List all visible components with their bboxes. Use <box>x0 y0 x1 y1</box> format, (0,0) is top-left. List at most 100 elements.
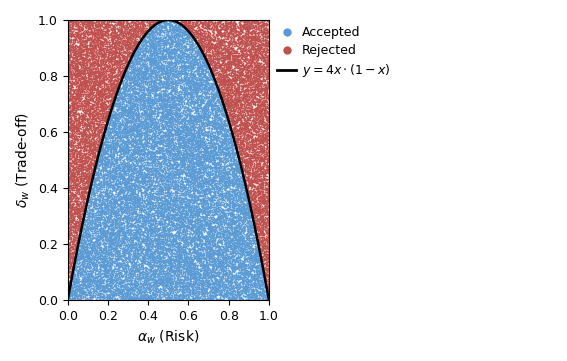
Point <box>64 179 73 185</box>
Point <box>117 137 126 143</box>
Point <box>128 93 137 99</box>
Point <box>173 277 182 283</box>
Point <box>90 63 99 69</box>
Point <box>83 208 92 213</box>
Point <box>94 42 103 48</box>
Point <box>94 292 103 298</box>
Point <box>97 153 106 159</box>
Point <box>219 173 229 179</box>
Point <box>238 78 247 83</box>
Point <box>75 106 84 112</box>
Point <box>182 248 191 254</box>
Point <box>104 169 113 175</box>
Point <box>240 94 249 100</box>
Point <box>81 83 90 88</box>
Point <box>122 213 132 218</box>
Point <box>120 169 129 174</box>
Point <box>190 146 199 152</box>
Point <box>151 52 160 57</box>
Point <box>81 167 90 173</box>
Point <box>163 184 172 190</box>
Point <box>105 264 115 270</box>
Point <box>186 141 195 147</box>
Point <box>177 112 186 118</box>
Point <box>200 262 209 268</box>
Point <box>177 157 186 163</box>
Point <box>250 40 259 46</box>
Point <box>98 41 107 47</box>
Point <box>218 261 227 267</box>
Point <box>120 87 129 93</box>
Point <box>151 238 160 244</box>
Point <box>252 260 261 266</box>
Point <box>172 269 181 274</box>
Point <box>252 106 261 112</box>
Point <box>174 26 183 31</box>
Point <box>197 56 206 62</box>
Point <box>217 215 226 221</box>
Point <box>242 52 251 58</box>
Point <box>204 106 213 112</box>
Point <box>231 49 240 55</box>
Point <box>177 148 187 153</box>
Point <box>185 247 194 252</box>
Point <box>167 123 176 129</box>
Point <box>108 69 117 75</box>
Point <box>161 221 170 226</box>
Point <box>234 236 243 242</box>
Point <box>181 69 191 75</box>
Point <box>196 31 205 37</box>
Point <box>142 240 151 246</box>
Point <box>128 287 137 293</box>
Point <box>124 87 133 93</box>
Point <box>254 97 263 103</box>
Point <box>235 202 244 208</box>
Point <box>79 226 88 232</box>
Point <box>143 79 152 85</box>
Point <box>209 197 218 203</box>
Point <box>71 96 80 102</box>
Point <box>205 253 214 259</box>
Point <box>254 268 263 274</box>
Point <box>249 186 258 192</box>
Point <box>155 23 164 29</box>
Point <box>136 153 145 159</box>
Point <box>180 192 189 197</box>
Point <box>154 277 163 283</box>
Point <box>149 160 158 166</box>
Point <box>256 264 265 269</box>
Point <box>221 193 230 199</box>
Point <box>229 266 238 271</box>
Point <box>260 110 269 116</box>
Point <box>82 292 91 298</box>
Point <box>260 129 269 134</box>
Point <box>191 113 200 118</box>
Point <box>141 226 150 232</box>
Point <box>229 162 238 168</box>
Point <box>246 201 255 207</box>
Point <box>66 161 75 167</box>
Point <box>155 200 164 206</box>
Point <box>263 125 272 131</box>
Point <box>96 234 105 240</box>
Point <box>237 177 246 183</box>
Point <box>84 227 93 232</box>
Point <box>197 70 206 76</box>
Point <box>250 94 259 100</box>
Point <box>117 107 126 113</box>
Point <box>101 262 110 268</box>
Point <box>238 284 247 290</box>
Point <box>87 125 96 131</box>
Point <box>139 130 148 136</box>
Point <box>260 63 269 69</box>
Point <box>240 64 249 69</box>
Point <box>160 69 169 74</box>
Point <box>121 293 130 299</box>
Point <box>145 100 154 106</box>
Point <box>107 134 116 140</box>
Point <box>166 96 175 101</box>
Point <box>212 289 221 295</box>
Point <box>255 133 264 139</box>
Point <box>189 161 198 167</box>
Point <box>153 201 162 207</box>
